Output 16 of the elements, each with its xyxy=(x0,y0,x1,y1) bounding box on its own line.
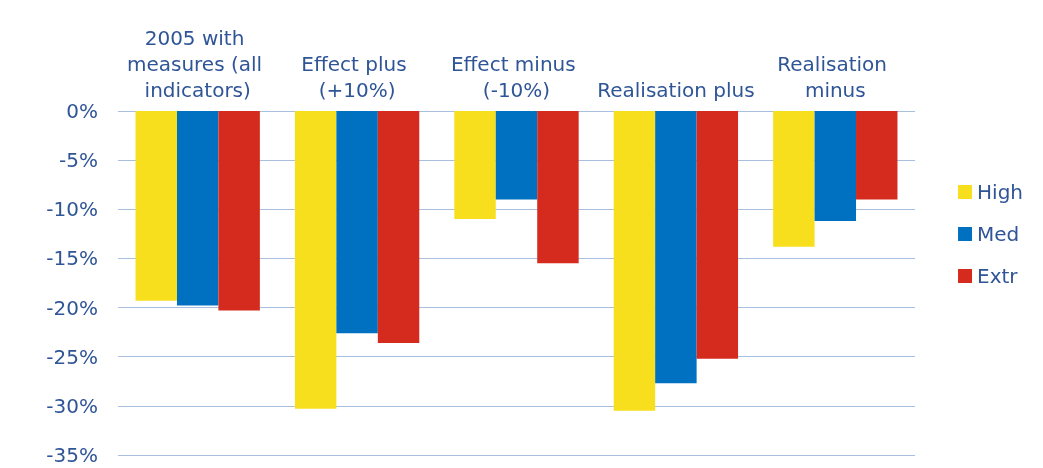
y-tick-label: -20% xyxy=(46,295,98,320)
y-tick-label: -25% xyxy=(46,344,98,369)
x-tick-label: Effect minus (-10%) xyxy=(450,52,583,102)
legend-label: High xyxy=(977,180,1023,204)
legend-label: Extr xyxy=(977,264,1019,288)
x-tick-label: Realisation minus xyxy=(777,52,894,102)
y-tick-label: -10% xyxy=(46,197,98,222)
x-tick-label: Realisation plus xyxy=(597,78,755,102)
y-tick-label: 0% xyxy=(66,99,98,123)
y-tick-label: -35% xyxy=(46,443,98,467)
y-tick-label: -15% xyxy=(46,246,98,271)
y-tick-label: -5% xyxy=(59,148,98,173)
y-tick-label: -30% xyxy=(46,393,98,418)
x-tick-label: 2005 with measures (all indicators) xyxy=(126,26,269,102)
legend-label: Med xyxy=(977,222,1020,246)
x-tick-label: Effect plus (+10%) xyxy=(301,52,413,102)
